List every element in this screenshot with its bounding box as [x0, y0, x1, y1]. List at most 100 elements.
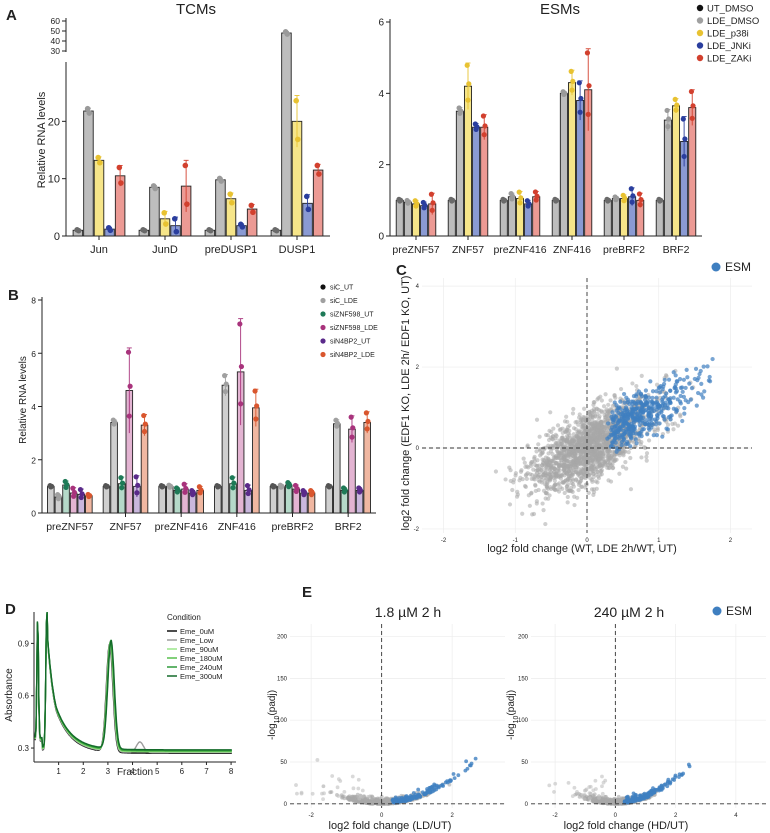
point-background: [554, 447, 559, 452]
point-background: [592, 400, 597, 405]
replicate-point: [95, 154, 101, 161]
point-esm: [611, 444, 616, 450]
bar-LDE_DMSO-DUSP1: [281, 32, 292, 237]
point-esm: [644, 418, 649, 423]
point-background: [578, 454, 583, 459]
replicate-point: [334, 420, 341, 427]
replicate-point: [181, 481, 187, 487]
legend-label: LDE_DMSO: [707, 16, 759, 27]
replicate-point: [118, 475, 124, 481]
point-esm: [692, 376, 697, 382]
point-esm: [650, 417, 655, 422]
point-background: [535, 463, 540, 468]
point-esm: [615, 429, 620, 435]
replicate-point: [238, 401, 244, 407]
point-background: [602, 447, 607, 453]
point-esm: [403, 799, 408, 803]
point-background: [599, 472, 604, 477]
point-background: [543, 432, 549, 438]
point-outlier: [600, 791, 605, 796]
point-esm: [620, 422, 626, 427]
point-outlier: [336, 777, 341, 782]
point-esm: [610, 427, 616, 433]
point-background: [572, 435, 577, 441]
point-background: [605, 417, 610, 422]
point-esm: [654, 433, 659, 438]
replicate-point: [49, 483, 55, 489]
point-background: [503, 477, 508, 482]
point-background: [603, 392, 608, 397]
point-background: [570, 463, 575, 468]
point-esm: [643, 408, 649, 413]
point-background: [608, 398, 613, 403]
y-tick-label: -2: [414, 527, 420, 533]
point-esm: [633, 792, 638, 797]
legend-label: siN4BP2_UT: [330, 339, 371, 346]
profile-line-Eme_300uM: [34, 611, 232, 751]
x-category-label: preZNF416: [155, 521, 208, 533]
point-background: [354, 794, 359, 799]
panel-c: C -2 -1 0 1 2 -2 0 2 4 ESM log2 fold change (WT,…: [396, 260, 752, 555]
point-esm: [639, 400, 644, 405]
replicate-point: [112, 419, 118, 425]
point-background: [588, 471, 593, 476]
point-outlier: [600, 784, 604, 789]
panel-c-legend-dot: [711, 262, 721, 272]
panel-d-ylabel: Absorbance: [4, 668, 15, 722]
point-background: [594, 443, 599, 448]
point-background: [644, 451, 650, 456]
point-esm: [623, 405, 629, 410]
replicate-point: [637, 202, 643, 208]
replicate-point: [70, 485, 76, 491]
point-esm: [420, 790, 425, 795]
bar-UT_DMSO-preZNF57: [395, 199, 404, 237]
point-background: [560, 435, 565, 440]
point-background: [564, 484, 569, 489]
point-background: [594, 437, 599, 442]
bar-LDE_DMSO-preBRF2: [611, 198, 620, 237]
point-outlier: [587, 791, 592, 796]
point-background: [624, 466, 629, 471]
point-esm: [699, 381, 704, 386]
point-background: [546, 451, 551, 456]
point-esm: [659, 408, 664, 413]
panel-e-label: E: [302, 584, 312, 601]
bar-LDE_DMSO-preZNF57: [403, 201, 412, 237]
replicate-point: [357, 487, 363, 493]
y-tick-label: 20: [48, 116, 60, 128]
bar-UT_DMSO-ZNF57: [447, 199, 456, 237]
replicate-point: [237, 321, 243, 327]
panel-d: D 0.30.60.91 2 3 4 5 6 7 8 Fraction Absorbance …: [4, 601, 236, 778]
point-background: [591, 475, 596, 480]
point-esm: [629, 399, 634, 404]
bar-siC_LDE-preBRF2: [277, 485, 285, 514]
replicate-point: [534, 193, 540, 199]
point-background: [588, 415, 593, 420]
panel-c-legend-label: ESM: [725, 260, 751, 274]
point-background: [546, 443, 551, 448]
bar-LDE_JNKi-ZNF416: [576, 100, 585, 237]
point-esm: [641, 420, 646, 425]
point-esm: [649, 421, 654, 426]
point-background: [639, 455, 644, 460]
point-esm: [618, 399, 623, 404]
replicate-point: [518, 195, 524, 201]
panel-e-legend-dot: [712, 606, 722, 616]
replicate-point: [406, 199, 412, 205]
point-background: [587, 430, 592, 435]
point-esm: [632, 424, 638, 429]
y-tick-label: 200: [518, 635, 529, 641]
point-esm: [674, 408, 680, 413]
replicate-point: [190, 490, 196, 496]
point-esm: [643, 388, 649, 393]
replicate-point: [585, 111, 591, 117]
point-background: [570, 472, 575, 478]
replicate-point: [71, 489, 78, 496]
point-background: [560, 480, 565, 485]
y-tick-label: 2: [31, 455, 36, 465]
x-tick-label: 2: [81, 767, 86, 776]
panel-b-chart: 0 2 4 6 8 preZNF57 ZNF57 preZNF416 ZNF416 preBRF2…: [31, 296, 376, 533]
replicate-point: [87, 492, 93, 499]
x-tick-label: -2: [552, 813, 558, 819]
point-background: [597, 451, 602, 456]
